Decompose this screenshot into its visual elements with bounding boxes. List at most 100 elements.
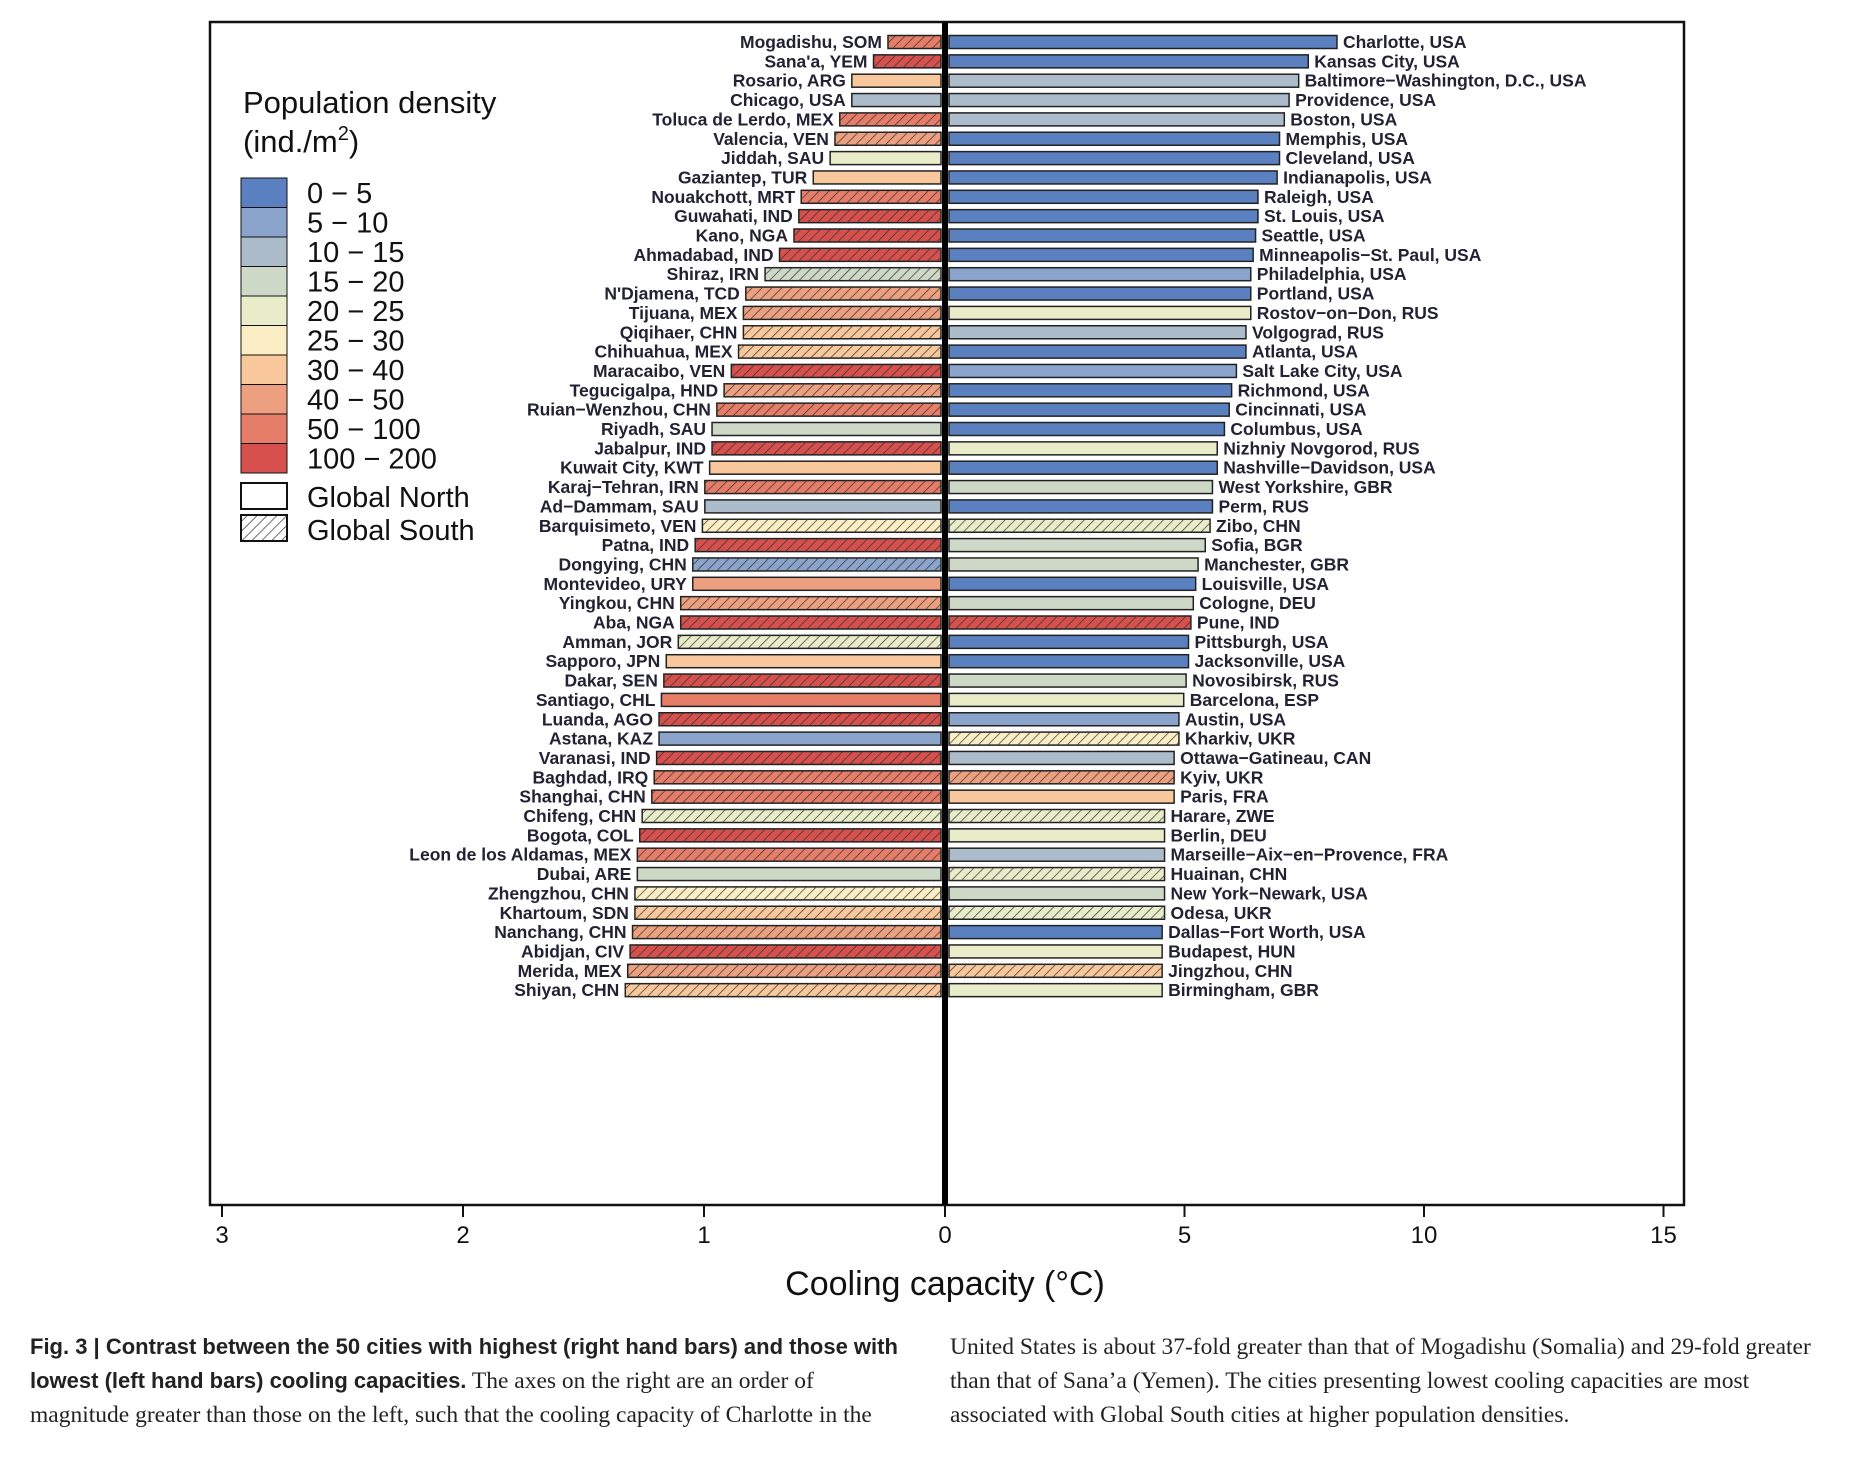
legend-swatch-bin-4 (240, 295, 288, 326)
left-bar-hatch-karaj-tehran-irn (704, 480, 941, 494)
right-bar-baltimore-washington-d-c-usa (948, 73, 1300, 88)
right-bar-budapest-hun (948, 944, 1163, 959)
left-bar-hatch-maracaibo-ven (731, 364, 941, 378)
left-bar-gaziantep-tur (812, 170, 942, 185)
left-bar-hatch-valencia-ven (834, 132, 941, 146)
left-bar-hatch-dakar-sen (663, 674, 941, 688)
legend-bin-label: 20 − 25 (307, 296, 405, 328)
right-bar-label: Richmond, USA (1238, 380, 1371, 400)
right-bar-label: Harare, ZWE (1171, 806, 1275, 826)
left-bar-hatch-tijuana-mex (743, 306, 941, 320)
left-bar-label: Ad−Dammam, SAU (540, 496, 699, 516)
left-bar-label: Kuwait City, KWT (560, 458, 704, 478)
left-bar-label: Shanghai, CHN (519, 787, 645, 807)
left-bar-hatch-jabalpur-ind (712, 441, 941, 455)
right-bar-label: Raleigh, USA (1264, 187, 1374, 207)
left-bar-label: Chicago, USA (730, 90, 846, 110)
right-bar-sofia-bgr (948, 537, 1207, 553)
right-bar-pittsburgh-usa (948, 634, 1190, 650)
right-bar-kansas-city-usa (948, 54, 1309, 69)
right-bar-paris-fra (948, 789, 1175, 804)
right-bar-barcelona-esp (948, 692, 1185, 708)
legend: Population density (ind./m2) 0 − 55 − 10… (240, 85, 497, 547)
left-bar-hatch-nanchang-chn (632, 925, 941, 939)
right-bar-label: Portland, USA (1257, 284, 1375, 304)
legend-swatch-bin-5 (240, 325, 288, 356)
right-bar-label: Kyiv, UKR (1180, 767, 1264, 787)
left-bar-hatch-shiraz-irn (765, 267, 941, 281)
left-bar-label: Zhengzhou, CHN (488, 883, 629, 903)
right-bar-minneapolis-st-paul-usa (948, 247, 1254, 263)
left-bar-label: Aba, NGA (593, 613, 675, 633)
legend-swatch-bin-8 (240, 413, 288, 444)
left-bar-hatch-amman-jor (678, 635, 941, 649)
right-bar-label: Manchester, GBR (1204, 554, 1349, 574)
left-bar-hatch-chifeng-chn (642, 809, 941, 823)
right-bar-label: Huainan, CHN (1171, 864, 1288, 884)
right-bar-columbus-usa (948, 421, 1226, 437)
left-bar-santiago-chl (660, 692, 942, 708)
right-bar-birmingham-gbr (948, 982, 1163, 998)
legend-swatch-bin-6 (240, 354, 288, 385)
right-bar-label: Baltimore−Washington, D.C., USA (1305, 71, 1587, 91)
left-bar-label: Montevideo, URY (544, 574, 688, 594)
left-bar-label: Yingkou, CHN (559, 593, 675, 613)
right-bar-perm-rus (948, 499, 1214, 514)
left-bar-label: Nouakchott, MRT (651, 187, 795, 207)
left-bar-label: Chifeng, CHN (523, 806, 636, 826)
right-bar-nashville-davidson-usa (948, 460, 1218, 475)
left-bar-label: Shiyan, CHN (514, 980, 619, 1000)
left-bar-label: N'Djamena, TCD (604, 284, 739, 304)
right-bar-salt-lake-city-usa (948, 363, 1238, 379)
legend-title-line1: Population density (243, 85, 497, 120)
right-bar-hatch-pune-ind (949, 616, 1191, 629)
legend-bin-label: 50 − 100 (307, 414, 421, 446)
legend-bin-label: 25 − 30 (307, 326, 405, 358)
left-bar-dubai-are (636, 866, 942, 882)
left-axis-tick-label: 1 (697, 1222, 710, 1249)
left-bar-label: Valencia, VEN (713, 129, 829, 149)
right-bar-charlotte-usa (948, 34, 1338, 50)
right-bar-label: Nashville−Davidson, USA (1223, 458, 1436, 478)
right-axis-tick-label: 15 (1650, 1222, 1677, 1249)
right-bar-dallas-fort-worth-usa (948, 924, 1163, 940)
left-bar-hatch-ahmadabad-ind (779, 248, 941, 262)
right-bar-label: Budapest, HUN (1168, 941, 1295, 961)
right-bar-portland-usa (948, 286, 1252, 301)
left-bar-hatch-barquisimeto-ven (702, 519, 941, 533)
left-bar-hatch-merida-mex (627, 964, 941, 978)
right-bar-label: Columbus, USA (1230, 419, 1363, 439)
left-bar-label: Toluca de Lerdo, MEX (652, 109, 834, 129)
left-bar-label: Baghdad, IRQ (533, 767, 649, 787)
legend-bin-label: 100 − 200 (307, 444, 437, 476)
right-bar-cincinnati-usa (948, 402, 1230, 417)
left-bar-hatch-n-djamena-tcd (745, 287, 941, 301)
right-bar-label: Paris, FRA (1180, 787, 1269, 807)
left-bar-label: Tijuana, MEX (629, 303, 738, 323)
left-bar-hatch-guwahati-ind (798, 209, 941, 223)
right-bar-label: Charlotte, USA (1343, 32, 1467, 52)
left-bar-montevideo-ury (692, 576, 942, 592)
left-bar-hatch-patna-ind (695, 538, 941, 552)
right-bar-marseille-aix-en-provence-fra (948, 847, 1166, 862)
left-bar-label: Rosario, ARG (733, 71, 846, 91)
right-bar-label: Indianapolis, USA (1283, 167, 1432, 187)
left-bar-label: Abidjan, CIV (521, 941, 624, 961)
right-bar-label: Novosibirsk, RUS (1192, 671, 1339, 691)
left-bar-label: Kano, NGA (696, 226, 789, 246)
right-bar-volgograd-rus (948, 325, 1247, 340)
left-bar-label: Khartoum, SDN (500, 903, 629, 923)
right-bar-label: Jacksonville, USA (1195, 651, 1346, 671)
left-bar-sapporo-jpn (665, 653, 942, 669)
x-axis-title: Cooling capacity (°C) (785, 1265, 1105, 1303)
left-bar-hatch-toluca-de-lerdo-mex (839, 112, 941, 126)
legend-swatch-bin-1 (240, 207, 288, 238)
left-bar-label: Patna, IND (602, 535, 690, 555)
left-bar-label: Jiddah, SAU (721, 148, 824, 168)
left-bar-label: Shiraz, IRN (667, 264, 759, 284)
left-bar-hatch-aba-nga (680, 616, 941, 629)
left-bar-hatch-mogadishu-som (887, 35, 941, 49)
right-bar-label: Salt Lake City, USA (1242, 361, 1403, 381)
right-bar-new-york-newark-usa (948, 886, 1166, 901)
